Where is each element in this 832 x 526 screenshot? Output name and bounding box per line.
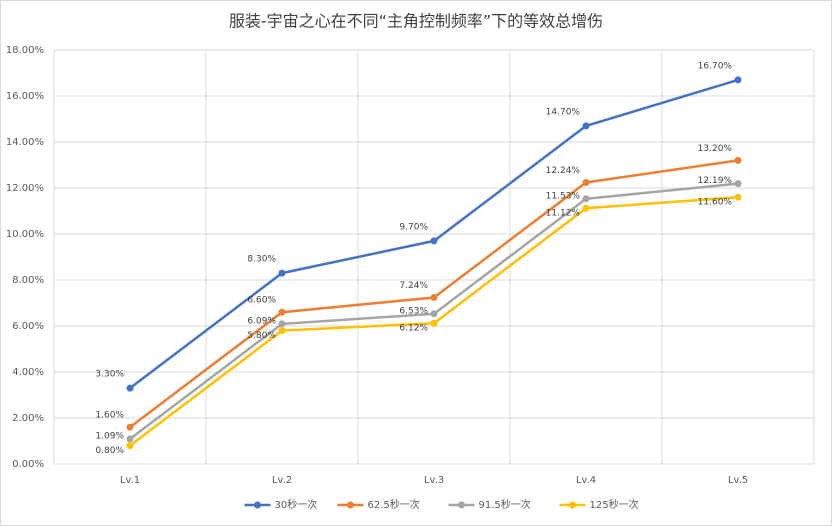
- data-label: 7.24%: [399, 281, 428, 291]
- data-point: [126, 423, 134, 431]
- y-tick-label: 0.00%: [12, 459, 44, 470]
- data-label: 8.30%: [247, 255, 276, 265]
- data-point: [126, 384, 134, 392]
- data-label: 5.80%: [247, 331, 276, 341]
- data-point: [582, 204, 590, 212]
- data-label: 9.70%: [399, 222, 428, 232]
- data-point: [278, 308, 286, 316]
- data-point: [126, 435, 134, 443]
- legend-label: 125秒一次: [590, 498, 639, 511]
- legend-label: 62.5秒一次: [368, 498, 420, 511]
- data-point: [734, 180, 742, 188]
- data-point: [278, 320, 286, 328]
- x-tick-label: Lv.4: [576, 475, 596, 486]
- data-label: 6.60%: [247, 296, 276, 306]
- data-label: 3.30%: [95, 370, 124, 380]
- data-label: 14.70%: [546, 107, 581, 117]
- chart-title: 服装-宇宙之心在不同“主角控制频率”下的等效总增伤: [229, 12, 603, 31]
- data-point: [430, 293, 438, 301]
- data-label: 1.60%: [95, 411, 124, 421]
- legend-marker: [458, 501, 465, 509]
- data-point: [582, 195, 590, 203]
- y-tick-label: 18.00%: [6, 45, 44, 56]
- data-point: [430, 310, 438, 318]
- data-point: [430, 237, 438, 245]
- x-tick-label: Lv.5: [728, 475, 748, 486]
- data-point: [430, 319, 438, 327]
- data-label: 0.80%: [95, 446, 124, 456]
- data-point: [278, 327, 286, 335]
- y-tick-label: 16.00%: [6, 91, 44, 102]
- y-tick-label: 8.00%: [12, 275, 44, 286]
- legend-marker: [569, 501, 576, 509]
- legend-label: 91.5秒一次: [479, 498, 531, 511]
- y-tick-label: 6.00%: [12, 321, 44, 332]
- x-tick-label: Lv.3: [424, 475, 444, 486]
- legend-marker: [347, 501, 354, 509]
- data-point: [734, 193, 742, 201]
- data-label: 11.12%: [546, 209, 581, 219]
- y-tick-label: 2.00%: [12, 413, 44, 424]
- legend-label: 30秒一次: [275, 498, 318, 511]
- data-label: 6.09%: [247, 316, 276, 326]
- data-point: [582, 122, 590, 130]
- data-label: 11.53%: [546, 191, 581, 201]
- x-tick-label: Lv.1: [120, 475, 140, 486]
- data-label: 1.09%: [95, 431, 124, 441]
- data-label: 6.53%: [399, 306, 428, 316]
- data-label: 11.60%: [698, 198, 733, 208]
- data-point: [126, 442, 134, 450]
- data-point: [734, 156, 742, 164]
- x-tick-label: Lv.2: [272, 475, 292, 486]
- y-tick-label: 14.00%: [6, 137, 44, 148]
- data-label: 6.12%: [399, 324, 428, 334]
- data-label: 16.70%: [698, 61, 733, 71]
- y-tick-label: 10.00%: [6, 229, 44, 240]
- data-point: [278, 269, 286, 277]
- data-label: 12.24%: [546, 166, 581, 176]
- legend-marker: [254, 501, 261, 509]
- data-label: 13.20%: [698, 144, 733, 154]
- data-point: [582, 178, 590, 186]
- y-tick-label: 12.00%: [6, 183, 44, 194]
- data-point: [734, 76, 742, 84]
- y-tick-label: 4.00%: [12, 367, 44, 378]
- data-label: 12.19%: [698, 176, 733, 186]
